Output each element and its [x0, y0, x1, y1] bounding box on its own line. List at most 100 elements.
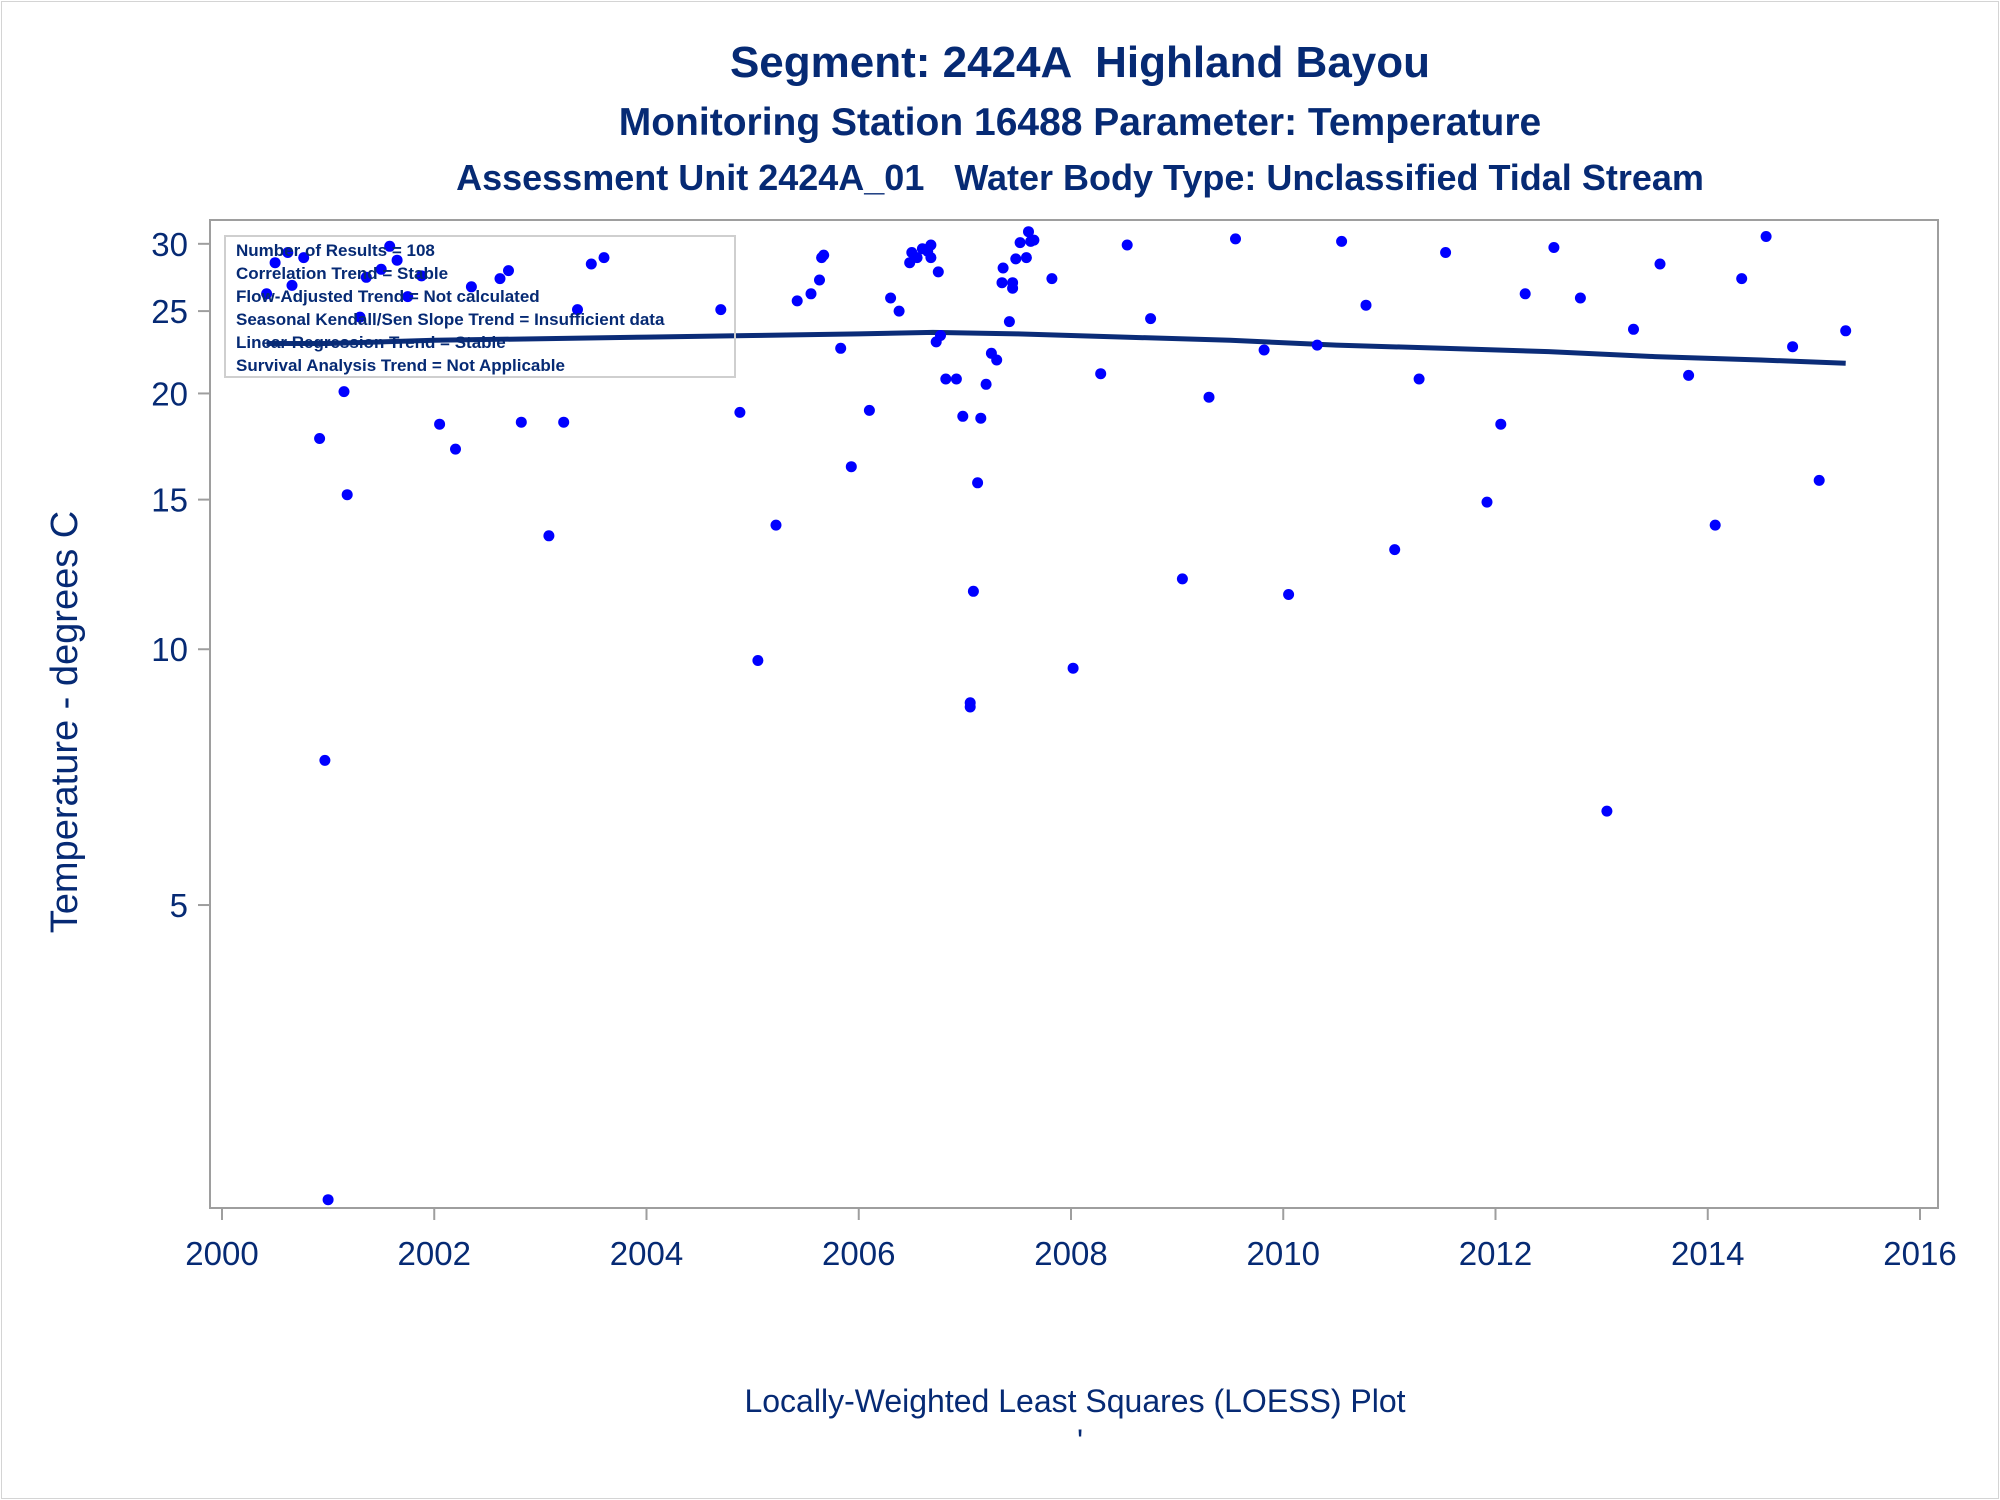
data-point — [957, 410, 969, 422]
data-point — [1548, 242, 1560, 253]
data-point — [314, 433, 326, 444]
data-point — [818, 249, 830, 261]
data-point — [940, 373, 952, 385]
data-point — [734, 406, 746, 418]
data-point — [1007, 282, 1019, 294]
data-point — [964, 701, 976, 713]
y-tick-label: 10 — [151, 631, 188, 668]
data-point — [950, 373, 962, 385]
data-point — [1519, 288, 1531, 300]
x-tick-label: 2002 — [398, 1235, 471, 1272]
plot-area — [209, 219, 1939, 1209]
data-point — [515, 416, 527, 428]
info-box-line: Survival Analysis Trend = Not Applicable — [236, 356, 565, 375]
x-tick-label: 2012 — [1459, 1235, 1532, 1272]
data-point — [1258, 344, 1270, 356]
loess-line — [266, 329, 1846, 366]
data-point — [1230, 233, 1241, 245]
data-point — [996, 277, 1008, 289]
data-point — [572, 304, 583, 316]
data-point — [1028, 234, 1040, 246]
data-point — [1067, 662, 1079, 674]
data-point — [1481, 496, 1493, 508]
trend-info-box: Number of Results = 108 Correlation Trend… — [224, 235, 736, 378]
data-point — [967, 585, 979, 597]
y-tick-label: 25 — [151, 293, 188, 330]
data-point — [1145, 313, 1157, 325]
data-point — [1413, 373, 1425, 385]
info-box-line: Seasonal Kendall/Sen Slope Trend = Insuf… — [236, 310, 665, 329]
data-point — [1440, 247, 1452, 258]
data-point — [925, 239, 937, 251]
data-point — [1176, 573, 1188, 585]
data-point — [1095, 368, 1107, 380]
data-point — [375, 263, 387, 275]
chart-subtitle: Monitoring Station 16488 Parameter: Temp… — [618, 101, 1542, 144]
data-point — [1336, 235, 1348, 247]
data-point — [752, 655, 764, 666]
data-point — [1495, 418, 1507, 430]
data-point — [282, 247, 294, 258]
data-point — [598, 252, 610, 264]
data-point — [925, 252, 937, 264]
data-point — [1360, 299, 1372, 311]
data-point — [1023, 226, 1034, 238]
data-points — [261, 226, 1852, 1206]
data-point — [354, 311, 366, 323]
x-tick-label: 2006 — [822, 1235, 895, 1272]
data-point — [1003, 316, 1015, 328]
data-point — [494, 273, 506, 285]
data-point — [360, 271, 372, 283]
data-point — [893, 305, 905, 317]
x-axis-label: Locally-Weighted Least Squares (LOESS) P… — [744, 1383, 1405, 1419]
data-point — [1014, 237, 1026, 249]
y-axis-label: Temperature - degrees C — [44, 511, 86, 933]
footnote-mark: ' — [1077, 1423, 1083, 1459]
info-box-frame — [224, 235, 736, 378]
data-point — [391, 254, 403, 266]
data-point — [791, 295, 803, 307]
info-box-line: Flow-Adjusted Trend = Not calculated — [236, 287, 540, 306]
data-point — [1813, 474, 1825, 486]
data-point — [1601, 805, 1613, 817]
data-point — [558, 416, 570, 428]
data-point — [1010, 253, 1022, 265]
x-tick-label: 2014 — [1671, 1235, 1744, 1272]
info-box-line: Linear Regression Trend = Stable — [236, 333, 506, 352]
data-point — [1046, 273, 1058, 285]
data-point — [1787, 341, 1799, 353]
data-point — [885, 292, 897, 304]
data-point — [991, 354, 1003, 366]
info-box-line: Correlation Trend = Stable — [236, 264, 448, 283]
x-tick-label: 2016 — [1883, 1235, 1956, 1272]
data-point — [269, 257, 281, 269]
data-point — [1709, 519, 1721, 531]
y-tick-label: 20 — [151, 375, 188, 412]
data-point — [298, 252, 310, 264]
chart-title: Segment: 2424A Highland Bayou — [729, 38, 1431, 87]
y-tick-label: 30 — [151, 226, 188, 263]
data-point — [715, 304, 727, 316]
data-point — [1654, 258, 1666, 270]
data-point — [1840, 325, 1852, 337]
data-point — [585, 258, 597, 270]
data-point — [465, 281, 477, 293]
y-tick-label: 5 — [170, 887, 188, 924]
y-tick-label: 15 — [151, 482, 188, 519]
data-point — [770, 519, 782, 531]
info-box-line: Number of Results = 108 — [236, 241, 435, 260]
data-point — [814, 274, 825, 286]
data-point — [261, 288, 273, 300]
data-point — [972, 477, 984, 489]
data-point — [450, 443, 461, 455]
data-point — [980, 378, 992, 390]
data-point — [1736, 273, 1748, 285]
data-point — [1283, 589, 1295, 600]
data-point — [1389, 544, 1401, 556]
x-tick-label: 2008 — [1034, 1235, 1107, 1272]
data-point — [434, 418, 446, 430]
chart-subtitle-2: Assessment Unit 2424A_01 Water Body Type… — [456, 157, 1704, 198]
data-point — [503, 265, 514, 277]
